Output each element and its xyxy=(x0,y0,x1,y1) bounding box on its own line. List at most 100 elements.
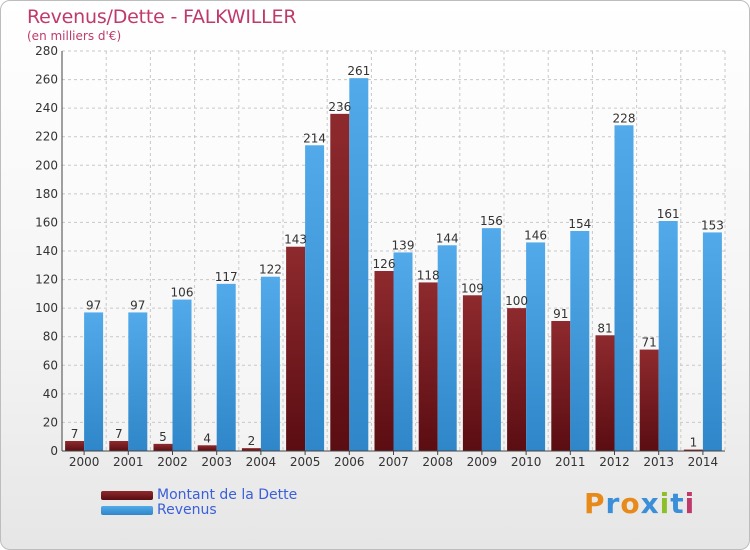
logo-letter: o xyxy=(620,487,641,520)
x-tick-label: 2008 xyxy=(422,455,453,469)
y-tick-label: 240 xyxy=(35,101,58,115)
bar-debt xyxy=(286,246,306,451)
y-tick-label: 0 xyxy=(50,444,58,458)
data-label-debt: 2 xyxy=(248,434,256,448)
bar-revenus xyxy=(216,283,236,451)
x-tick-label: 2009 xyxy=(467,455,498,469)
logo-letter: x xyxy=(640,487,660,520)
x-tick-label: 2000 xyxy=(69,455,100,469)
data-label-revenus: 154 xyxy=(568,217,591,231)
bar-revenus xyxy=(614,125,634,452)
bar-revenus xyxy=(393,252,413,451)
y-tick-label: 160 xyxy=(35,215,58,229)
bar-debt xyxy=(683,449,703,451)
bar-debt xyxy=(330,113,350,451)
chart-title: Revenus/Dette - FALKWILLER xyxy=(27,6,297,28)
bar-debt xyxy=(462,295,482,451)
legend-label-revenus: Revenus xyxy=(157,502,217,518)
bar-revenus xyxy=(481,228,501,451)
bar-revenus xyxy=(349,78,369,452)
y-tick-label: 20 xyxy=(43,415,58,429)
data-label-debt: 143 xyxy=(284,233,307,247)
y-tick-label: 220 xyxy=(35,130,58,144)
bar-debt xyxy=(197,445,217,451)
bar-debt xyxy=(109,441,129,451)
bar-debt xyxy=(639,349,659,451)
data-label-revenus: 214 xyxy=(303,131,326,145)
logo-letter: t xyxy=(670,487,685,520)
y-tick-label: 80 xyxy=(43,330,58,344)
data-label-revenus: 97 xyxy=(86,298,101,312)
proxiti-logo: Proxiti xyxy=(584,487,695,520)
legend-item-revenus: Revenus xyxy=(101,502,217,518)
bar-debt xyxy=(374,271,394,451)
bar-debt xyxy=(507,308,527,451)
legend-label-debt: Montant de la Dette xyxy=(157,487,298,503)
data-label-revenus: 161 xyxy=(657,207,680,221)
data-label-debt: 7 xyxy=(115,427,123,441)
x-tick-label: 2011 xyxy=(555,455,586,469)
data-label-debt: 1 xyxy=(690,436,698,450)
bar-debt xyxy=(551,321,571,451)
data-label-revenus: 146 xyxy=(524,228,547,242)
legend-swatch-debt xyxy=(101,490,153,500)
data-label-debt: 4 xyxy=(203,431,211,445)
bar-debt xyxy=(241,448,261,451)
bar-debt xyxy=(595,335,615,451)
data-label-debt: 109 xyxy=(461,281,484,295)
logo-letter: r xyxy=(605,487,621,520)
bar-debt xyxy=(153,443,173,451)
y-tick-label: 200 xyxy=(35,158,58,172)
data-label-debt: 91 xyxy=(553,307,568,321)
data-label-revenus: 139 xyxy=(392,238,415,252)
data-label-debt: 81 xyxy=(597,321,612,335)
data-label-revenus: 117 xyxy=(215,270,238,284)
bar-revenus xyxy=(702,232,722,451)
y-tick-label: 280 xyxy=(35,44,58,58)
x-tick-label: 2013 xyxy=(643,455,674,469)
bar-revenus xyxy=(172,299,192,451)
chart-subtitle: (en milliers d'€) xyxy=(27,29,122,43)
bar-debt xyxy=(65,441,85,451)
y-tick-label: 40 xyxy=(43,387,58,401)
x-tick-label: 2010 xyxy=(511,455,542,469)
bar-revenus xyxy=(658,221,678,451)
x-tick-label: 2007 xyxy=(378,455,409,469)
data-label-revenus: 261 xyxy=(347,64,370,78)
bar-revenus xyxy=(128,312,148,451)
x-tick-label: 2012 xyxy=(599,455,630,469)
data-label-debt: 5 xyxy=(159,430,167,444)
data-label-debt: 118 xyxy=(417,268,440,282)
x-tick-label: 2002 xyxy=(157,455,188,469)
data-label-debt: 71 xyxy=(642,336,657,350)
y-tick-label: 60 xyxy=(43,358,58,372)
bar-revenus xyxy=(84,312,104,451)
logo-letter: i xyxy=(659,487,671,520)
bar-revenus xyxy=(526,242,546,451)
data-label-revenus: 97 xyxy=(130,298,145,312)
data-label-revenus: 156 xyxy=(480,214,503,228)
data-label-revenus: 106 xyxy=(171,286,194,300)
data-label-revenus: 122 xyxy=(259,263,282,277)
y-tick-label: 120 xyxy=(35,273,58,287)
x-tick-label: 2004 xyxy=(246,455,277,469)
y-tick-label: 180 xyxy=(35,187,58,201)
data-label-revenus: 144 xyxy=(436,231,459,245)
data-label-revenus: 153 xyxy=(701,218,724,232)
y-tick-label: 100 xyxy=(35,301,58,315)
x-tick-label: 2014 xyxy=(688,455,719,469)
x-tick-label: 2006 xyxy=(334,455,365,469)
x-tick-label: 2001 xyxy=(113,455,144,469)
legend-swatch-revenus xyxy=(101,505,153,515)
bar-revenus xyxy=(305,145,325,452)
legend-item-debt: Montant de la Dette xyxy=(101,487,297,503)
logo-letter: P xyxy=(584,487,606,520)
logo-letter: i xyxy=(684,487,696,520)
data-label-debt: 126 xyxy=(373,257,396,271)
bar-revenus xyxy=(570,231,590,451)
data-label-debt: 7 xyxy=(71,427,79,441)
bar-revenus xyxy=(437,245,457,451)
data-label-debt: 236 xyxy=(328,100,351,114)
